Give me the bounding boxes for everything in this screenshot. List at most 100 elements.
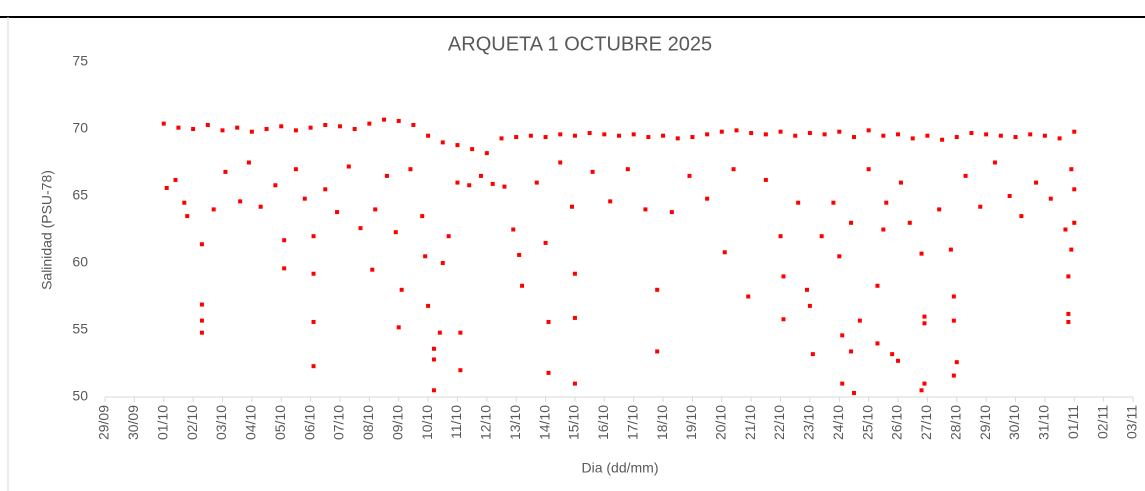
point: [749, 131, 754, 136]
y-tick-label: 65: [72, 187, 88, 203]
point: [205, 122, 210, 127]
point: [778, 129, 783, 134]
x-tick-label: 11/10: [448, 405, 464, 439]
x-tick-label: 07/10: [331, 405, 347, 440]
point: [778, 234, 783, 239]
point: [478, 173, 483, 178]
point: [1072, 220, 1077, 225]
point: [572, 133, 577, 138]
point: [722, 250, 727, 255]
point: [1072, 187, 1077, 192]
point: [423, 254, 428, 259]
point: [335, 210, 340, 215]
point: [954, 360, 959, 365]
x-tick-label: 16/10: [595, 405, 611, 440]
x-tick-label: 17/10: [624, 405, 640, 440]
point: [919, 251, 924, 256]
point: [669, 210, 674, 215]
x-tick-label: 03/10: [213, 405, 229, 440]
point: [502, 184, 507, 189]
point: [690, 135, 695, 140]
x-tick-label: 15/10: [566, 405, 582, 440]
point: [978, 204, 983, 209]
point: [875, 341, 880, 346]
point: [631, 132, 636, 137]
point: [746, 294, 751, 299]
point: [572, 315, 577, 320]
point: [223, 169, 228, 174]
point: [890, 352, 895, 357]
point: [896, 358, 901, 363]
point: [840, 381, 845, 386]
point: [937, 207, 942, 212]
point: [346, 164, 351, 169]
x-tick-label: 30/10: [1006, 405, 1022, 440]
point: [1072, 129, 1077, 134]
point: [675, 136, 680, 141]
x-tick-label: 10/10: [419, 405, 435, 440]
point: [884, 200, 889, 205]
y-tick-label: 50: [72, 388, 88, 404]
point: [437, 330, 442, 335]
point: [992, 160, 997, 165]
point: [1069, 247, 1074, 252]
point: [810, 352, 815, 357]
x-tick-label: 13/10: [507, 405, 523, 440]
point: [199, 242, 204, 247]
point: [857, 318, 862, 323]
point: [655, 287, 660, 292]
point: [781, 274, 786, 279]
point: [866, 128, 871, 133]
point: [1013, 135, 1018, 140]
point: [781, 317, 786, 322]
point: [311, 319, 316, 324]
point: [922, 321, 927, 326]
point: [925, 133, 930, 138]
x-tick-label: 05/10: [272, 405, 288, 440]
point: [308, 125, 313, 130]
point: [431, 388, 436, 393]
point: [963, 173, 968, 178]
point: [763, 177, 768, 182]
point: [311, 364, 316, 369]
point: [1057, 136, 1062, 141]
point: [849, 349, 854, 354]
point: [951, 373, 956, 378]
point: [922, 381, 927, 386]
x-tick-label: 25/10: [859, 405, 875, 440]
point: [793, 133, 798, 138]
point: [954, 135, 959, 140]
point: [520, 283, 525, 288]
point: [337, 124, 342, 129]
point: [984, 132, 989, 137]
x-axis-label: Dia (dd/mm): [581, 460, 658, 476]
point: [1066, 274, 1071, 279]
x-tick-label: 28/10: [947, 405, 963, 440]
point: [279, 124, 284, 129]
point: [182, 200, 187, 205]
point: [484, 151, 489, 156]
x-tick-label: 21/10: [742, 405, 758, 440]
x-tick-label: 31/10: [1036, 405, 1052, 440]
x-tick-label: 03/11: [1124, 405, 1140, 439]
point: [763, 132, 768, 137]
x-tick-label: 22/10: [771, 405, 787, 440]
point: [1019, 214, 1024, 219]
x-tick-label: 06/10: [301, 405, 317, 440]
point: [625, 167, 630, 172]
point: [176, 125, 181, 130]
point: [382, 117, 387, 122]
x-tick-label: 29/10: [977, 405, 993, 440]
point: [367, 121, 372, 126]
point: [919, 388, 924, 393]
point: [264, 127, 269, 131]
point: [543, 240, 548, 245]
point: [323, 187, 328, 192]
point: [431, 346, 436, 351]
point: [543, 135, 548, 140]
point: [951, 318, 956, 323]
point: [546, 370, 551, 375]
point: [470, 147, 475, 152]
point: [199, 318, 204, 323]
